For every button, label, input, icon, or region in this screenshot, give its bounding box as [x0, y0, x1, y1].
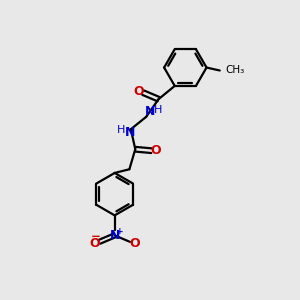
- Text: H: H: [154, 105, 163, 116]
- Text: N: N: [125, 126, 136, 139]
- Text: H: H: [117, 125, 126, 135]
- Text: N: N: [110, 229, 120, 242]
- Text: CH₃: CH₃: [226, 65, 245, 76]
- Text: O: O: [129, 237, 140, 250]
- Text: N: N: [145, 105, 155, 118]
- Text: +: +: [116, 227, 124, 236]
- Text: O: O: [89, 237, 100, 250]
- Text: O: O: [134, 85, 144, 98]
- Text: O: O: [151, 144, 161, 157]
- Text: −: −: [90, 230, 100, 243]
